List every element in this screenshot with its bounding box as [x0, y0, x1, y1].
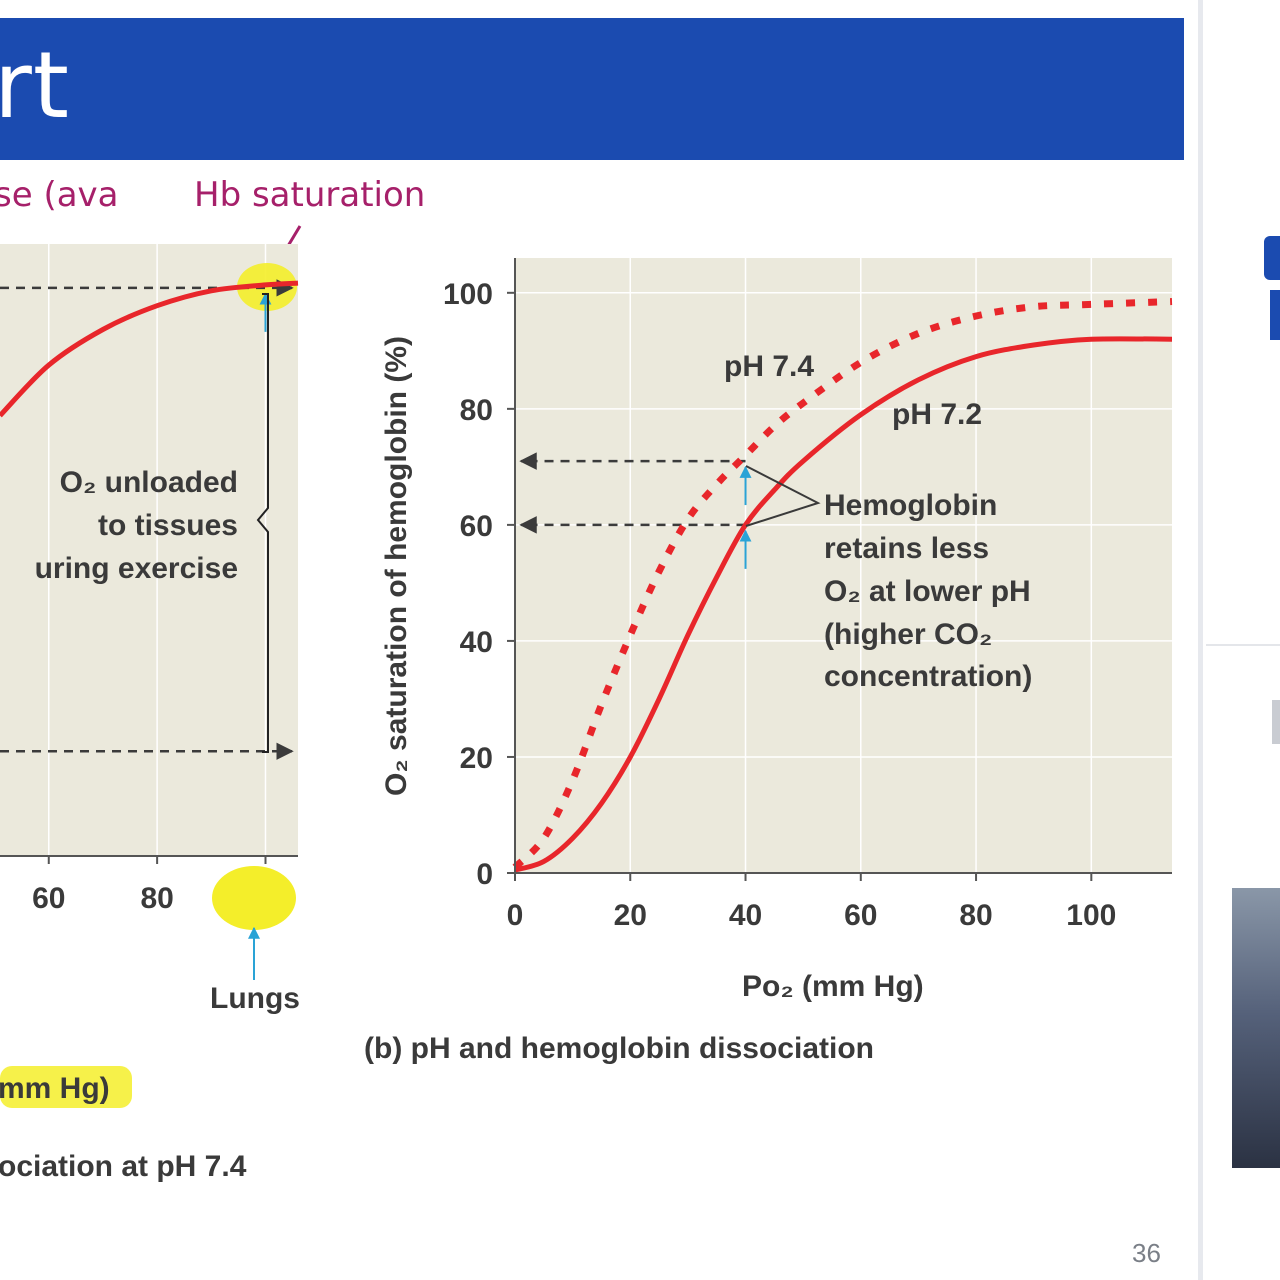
unloaded-label-line3: uring exercise [35, 552, 238, 585]
note-line5: concentration) [824, 660, 1032, 693]
note-line4: (higher CO₂ [824, 618, 992, 651]
chart-b-caption: (b) pH and hemoglobin dissociation [364, 1032, 874, 1065]
series-ph74-curve [512, 298, 1173, 870]
slide-page-number: 36 [1132, 1238, 1161, 1268]
side-panel-logo-fragment-2 [1270, 290, 1280, 340]
series-label-ph72: pH 7.2 [892, 398, 982, 431]
handwritten-note-left: se (ava [0, 175, 119, 215]
side-panel-separator [1206, 644, 1280, 646]
chart-b-x-tick-label: 60 [844, 899, 877, 932]
side-panel-logo-fragment [1264, 236, 1280, 280]
note-line3: O₂ at lower pH [824, 575, 1031, 608]
lungs-tick-highlight [212, 866, 296, 930]
series-ph72-curve [514, 336, 1173, 873]
chart-b-y-tick-label: 0 [476, 858, 493, 891]
chart-b-y-tick-label: 40 [460, 626, 493, 659]
chart-b-y-tick-label: 60 [460, 510, 493, 543]
chart-b-x-tick-label: 20 [614, 899, 647, 932]
unloaded-label-line2: to tissues [98, 509, 238, 542]
slide-title: rt [0, 32, 70, 139]
panel-divider[interactable] [1198, 0, 1203, 1280]
chart-a-curve [0, 280, 299, 418]
chart-b-x-tick-label: 80 [959, 899, 992, 932]
chart-b-x-tick-label: 100 [1066, 899, 1116, 932]
unloaded-brace [256, 293, 269, 753]
chart-a-x-tick-label: 60 [32, 882, 65, 915]
chart-a-caption: ociation at pH 7.4 [0, 1150, 247, 1183]
note-line2: retains less [824, 532, 989, 565]
chart-b: 0 20 40 60 80 100 0 20 40 60 80 100 pH 7.4 pH 7.2 H… [364, 258, 1173, 1065]
chart-b-y-tick-label: 100 [443, 278, 493, 311]
chart-b-y-axis-label: O₂ saturation of hemoglobin (%) [380, 336, 413, 796]
chart-a-plot-area [0, 244, 298, 856]
chart-b-y-tick-label: 20 [460, 742, 493, 775]
chart-a-x-tick-label: 80 [140, 882, 173, 915]
side-panel-control[interactable] [1272, 700, 1280, 744]
chart-b-x-tick-label: 40 [729, 899, 762, 932]
presenter-video-thumbnail[interactable] [1232, 888, 1280, 1168]
note-line1: Hemoglobin [824, 489, 997, 522]
chart-b-x-tick-label: 0 [507, 899, 524, 932]
note-callout-lines [745, 465, 821, 527]
chart-b-y-tick-label: 80 [460, 394, 493, 427]
chart-a-x-axis-label: mm Hg) [0, 1072, 110, 1105]
slide-title-banner: rt [0, 18, 1184, 160]
x-label-highlight [0, 1066, 132, 1108]
series-label-ph74: pH 7.4 [724, 350, 814, 383]
handwritten-note-right: Hb saturation [194, 175, 425, 215]
unloaded-label-line1: O₂ unloaded [60, 466, 238, 499]
chart-b-x-axis-label: Po₂ (mm Hg) [742, 970, 924, 1003]
lungs-label: Lungs [210, 982, 300, 1015]
